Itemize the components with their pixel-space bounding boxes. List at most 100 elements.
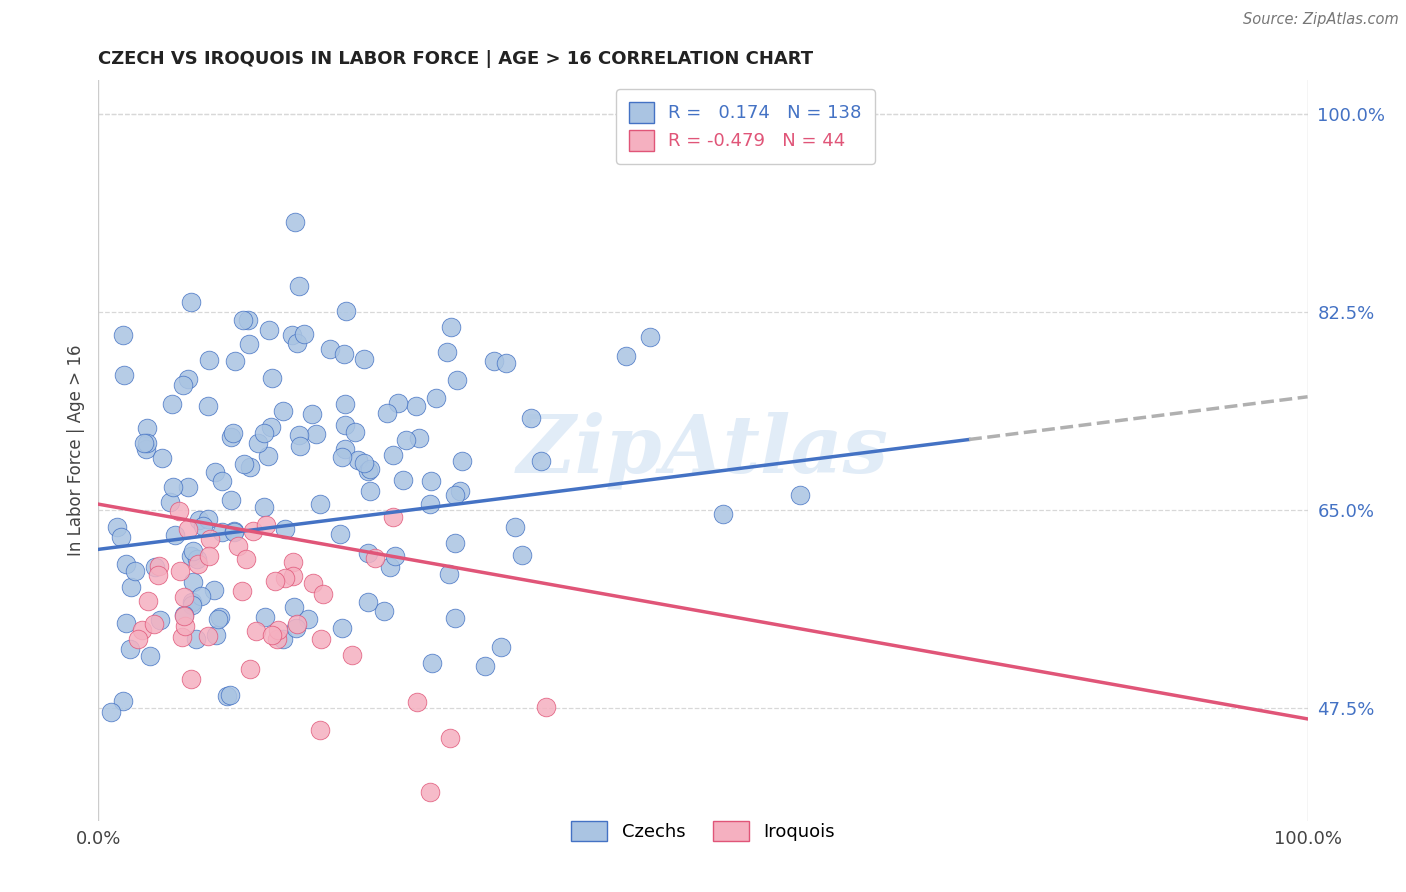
Point — [271, 632, 294, 646]
Point — [242, 524, 264, 538]
Point — [444, 535, 467, 549]
Point — [384, 549, 406, 564]
Point — [297, 612, 319, 626]
Point — [127, 632, 149, 646]
Point — [135, 436, 157, 450]
Point — [437, 567, 460, 582]
Point — [305, 427, 328, 442]
Point — [425, 391, 447, 405]
Point — [405, 695, 427, 709]
Point — [357, 546, 380, 560]
Point — [173, 607, 195, 622]
Point — [359, 462, 381, 476]
Point — [329, 527, 352, 541]
Point — [257, 323, 280, 337]
Point — [135, 442, 157, 457]
Point — [451, 454, 474, 468]
Point — [302, 575, 325, 590]
Point — [167, 504, 190, 518]
Point — [110, 530, 132, 544]
Point — [186, 632, 208, 647]
Point — [112, 368, 135, 383]
Point — [381, 448, 404, 462]
Point — [271, 404, 294, 418]
Point — [181, 598, 204, 612]
Point — [198, 533, 221, 547]
Point — [191, 519, 214, 533]
Point — [115, 615, 138, 630]
Point — [211, 474, 233, 488]
Point — [373, 604, 395, 618]
Point — [150, 450, 173, 465]
Point — [444, 610, 467, 624]
Point — [136, 594, 159, 608]
Point — [132, 435, 155, 450]
Point — [246, 436, 269, 450]
Point — [364, 551, 387, 566]
Point — [359, 483, 381, 498]
Point — [219, 492, 242, 507]
Point — [284, 215, 307, 229]
Point — [100, 705, 122, 719]
Point — [534, 700, 557, 714]
Y-axis label: In Labor Force | Age > 16: In Labor Force | Age > 16 — [66, 344, 84, 557]
Point — [330, 450, 353, 465]
Point — [222, 426, 245, 441]
Text: Source: ZipAtlas.com: Source: ZipAtlas.com — [1243, 12, 1399, 27]
Point — [387, 396, 409, 410]
Point — [520, 411, 543, 425]
Point — [444, 488, 467, 502]
Point — [239, 460, 262, 475]
Point — [309, 497, 332, 511]
Point — [333, 397, 356, 411]
Point — [181, 595, 204, 609]
Point — [235, 552, 257, 566]
Point — [181, 544, 204, 558]
Point — [318, 343, 340, 357]
Point — [228, 539, 250, 553]
Point — [105, 520, 128, 534]
Point — [309, 723, 332, 738]
Point — [288, 279, 311, 293]
Text: ZipAtlas: ZipAtlas — [517, 412, 889, 489]
Point — [190, 589, 212, 603]
Point — [142, 617, 165, 632]
Point — [274, 522, 297, 536]
Point — [170, 630, 193, 644]
Point — [136, 421, 159, 435]
Point — [224, 524, 246, 539]
Point — [440, 319, 463, 334]
Point — [219, 430, 242, 444]
Point — [333, 442, 356, 457]
Point — [118, 641, 141, 656]
Point — [260, 371, 283, 385]
Point — [211, 524, 233, 539]
Point — [177, 522, 200, 536]
Point — [510, 548, 533, 562]
Point — [420, 656, 443, 670]
Point — [120, 580, 142, 594]
Point — [173, 609, 195, 624]
Point — [274, 571, 297, 585]
Point — [285, 336, 308, 351]
Point — [131, 623, 153, 637]
Point — [260, 420, 283, 434]
Point — [281, 555, 304, 569]
Point — [187, 513, 209, 527]
Point — [180, 672, 202, 686]
Point — [283, 600, 305, 615]
Point — [198, 353, 221, 368]
Point — [222, 524, 245, 538]
Point — [239, 662, 262, 676]
Point — [186, 552, 208, 566]
Point — [172, 377, 194, 392]
Point — [176, 481, 198, 495]
Point — [180, 295, 202, 310]
Point — [173, 590, 195, 604]
Point — [169, 564, 191, 578]
Point — [257, 449, 280, 463]
Point — [264, 574, 287, 588]
Point — [347, 453, 370, 467]
Point — [439, 731, 461, 745]
Point — [474, 659, 496, 673]
